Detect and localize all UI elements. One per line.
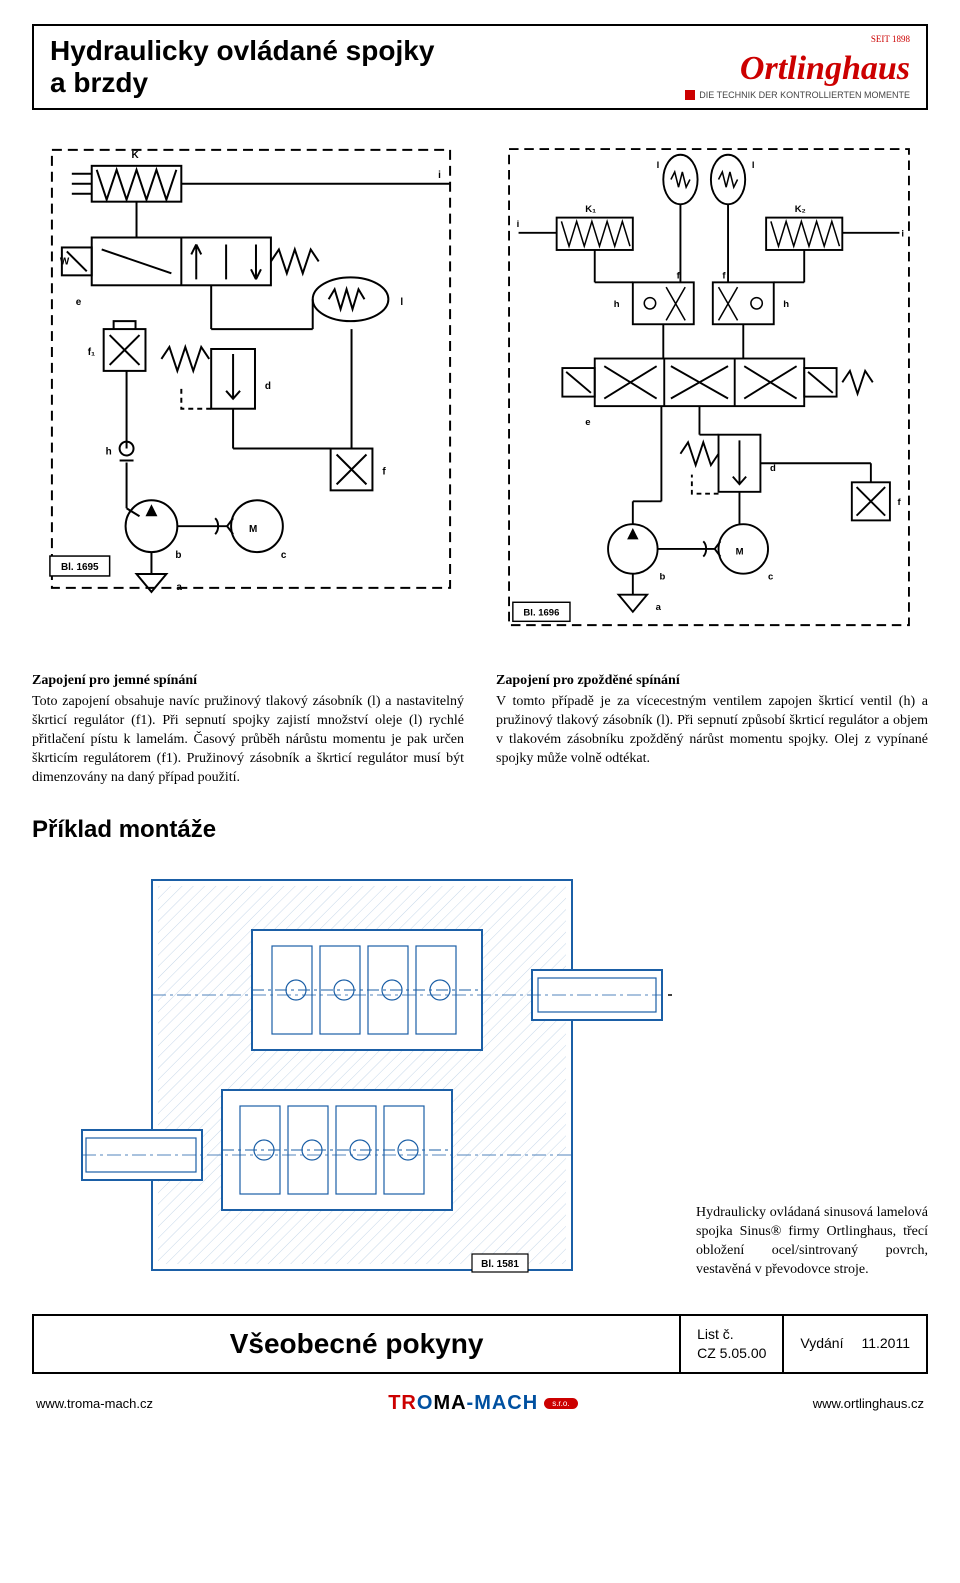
footer-sro-badge: s.r.o. [544, 1398, 577, 1409]
assembly-caption: Hydraulicky ovládaná sinusová lamelová s… [696, 1204, 928, 1290]
schematic-right: l l K₁ K₂ i i h [490, 130, 928, 644]
svg-text:f: f [722, 271, 726, 282]
svg-text:a: a [656, 602, 662, 613]
svg-text:e: e [585, 417, 590, 428]
svg-text:e: e [76, 297, 82, 308]
footer-issue-value: 11.2011 [861, 1334, 910, 1352]
footer-section-title: Všeobecné pokyny [34, 1316, 679, 1372]
footer-sheet-cell: List č. CZ 5.05.00 [679, 1316, 782, 1372]
column-left: Zapojení pro jemné spínání Toto zapojení… [32, 672, 464, 787]
svg-text:W: W [60, 256, 70, 267]
svg-text:i: i [517, 219, 520, 230]
svg-text:K₂: K₂ [795, 204, 806, 215]
svg-text:h: h [106, 447, 112, 458]
header-box: Hydraulicky ovládané spojky a brzdy SEIT… [32, 24, 928, 110]
text-columns: Zapojení pro jemné spínání Toto zapojení… [32, 672, 928, 787]
schematic-right-label: Bl. 1696 [523, 608, 559, 619]
svg-text:K₁: K₁ [585, 204, 596, 215]
svg-text:c: c [281, 550, 287, 561]
footer-issue-cell: Vydání 11.2011 [782, 1316, 926, 1372]
svg-text:i: i [438, 170, 441, 181]
svg-text:h: h [783, 299, 789, 310]
svg-text:h: h [614, 299, 620, 310]
column-right-title: Zapojení pro zpožděné spínání [496, 672, 928, 691]
svg-text:M: M [736, 547, 744, 558]
footer-issue-label: Vydání [800, 1334, 843, 1352]
svg-text:M: M [249, 524, 257, 535]
page-title: Hydraulicky ovládané spojky a brzdy [50, 35, 434, 99]
footer-center-logo: TROMA-MACH s.r.o. [388, 1392, 577, 1415]
svg-text:d: d [265, 381, 271, 392]
svg-text:b: b [175, 550, 181, 561]
schematic-left: K i W e l [32, 130, 470, 644]
footer-url-right: www.ortlinghaus.cz [813, 1396, 924, 1411]
svg-text:d: d [770, 463, 776, 474]
schematic-left-label: Bl. 1695 [61, 562, 99, 573]
svg-text:f₁: f₁ [88, 347, 95, 358]
column-left-title: Zapojení pro jemné spínání [32, 672, 464, 691]
brand-tagline: DIE TECHNIK DER KONTROLLIERTEN MOMENTE [685, 90, 910, 100]
svg-text:a: a [176, 582, 182, 593]
brand-logo: SEIT 1898 Ortlinghaus DIE TECHNIK DER KO… [685, 34, 910, 100]
bottom-bar: www.troma-mach.cz TROMA-MACH s.r.o. www.… [32, 1392, 928, 1415]
assembly-row: Bl. 1581 Hydraulicky ovládaná sinusová l… [32, 860, 928, 1290]
footer-sheet-label: List č. [697, 1325, 766, 1343]
svg-text:f: f [382, 466, 386, 477]
svg-text:c: c [768, 571, 774, 582]
svg-text:i: i [901, 229, 904, 240]
svg-text:K: K [132, 150, 140, 161]
schematics-row: K i W e l [32, 130, 928, 644]
svg-text:l: l [752, 160, 755, 171]
svg-text:l: l [400, 297, 403, 308]
column-right-body: V tomto případě je za vícecestným ventil… [496, 693, 928, 769]
column-right: Zapojení pro zpožděné spínání V tomto př… [496, 672, 928, 787]
footer-box: Všeobecné pokyny List č. CZ 5.05.00 Vydá… [32, 1314, 928, 1374]
assembly-heading: Příklad montáže [32, 816, 928, 844]
brand-year: SEIT 1898 [871, 34, 910, 44]
footer-sheet-code: CZ 5.05.00 [697, 1344, 766, 1362]
assembly-figure-label: Bl. 1581 [481, 1259, 519, 1270]
svg-text:b: b [659, 571, 665, 582]
column-left-body: Toto zapojení obsahuje navíc pružinový t… [32, 693, 464, 787]
footer-url-left: www.troma-mach.cz [36, 1396, 153, 1411]
brand-name: Ortlinghaus [740, 50, 910, 87]
assembly-figure: Bl. 1581 [72, 860, 672, 1290]
svg-text:f: f [898, 497, 902, 508]
svg-text:l: l [657, 160, 660, 171]
